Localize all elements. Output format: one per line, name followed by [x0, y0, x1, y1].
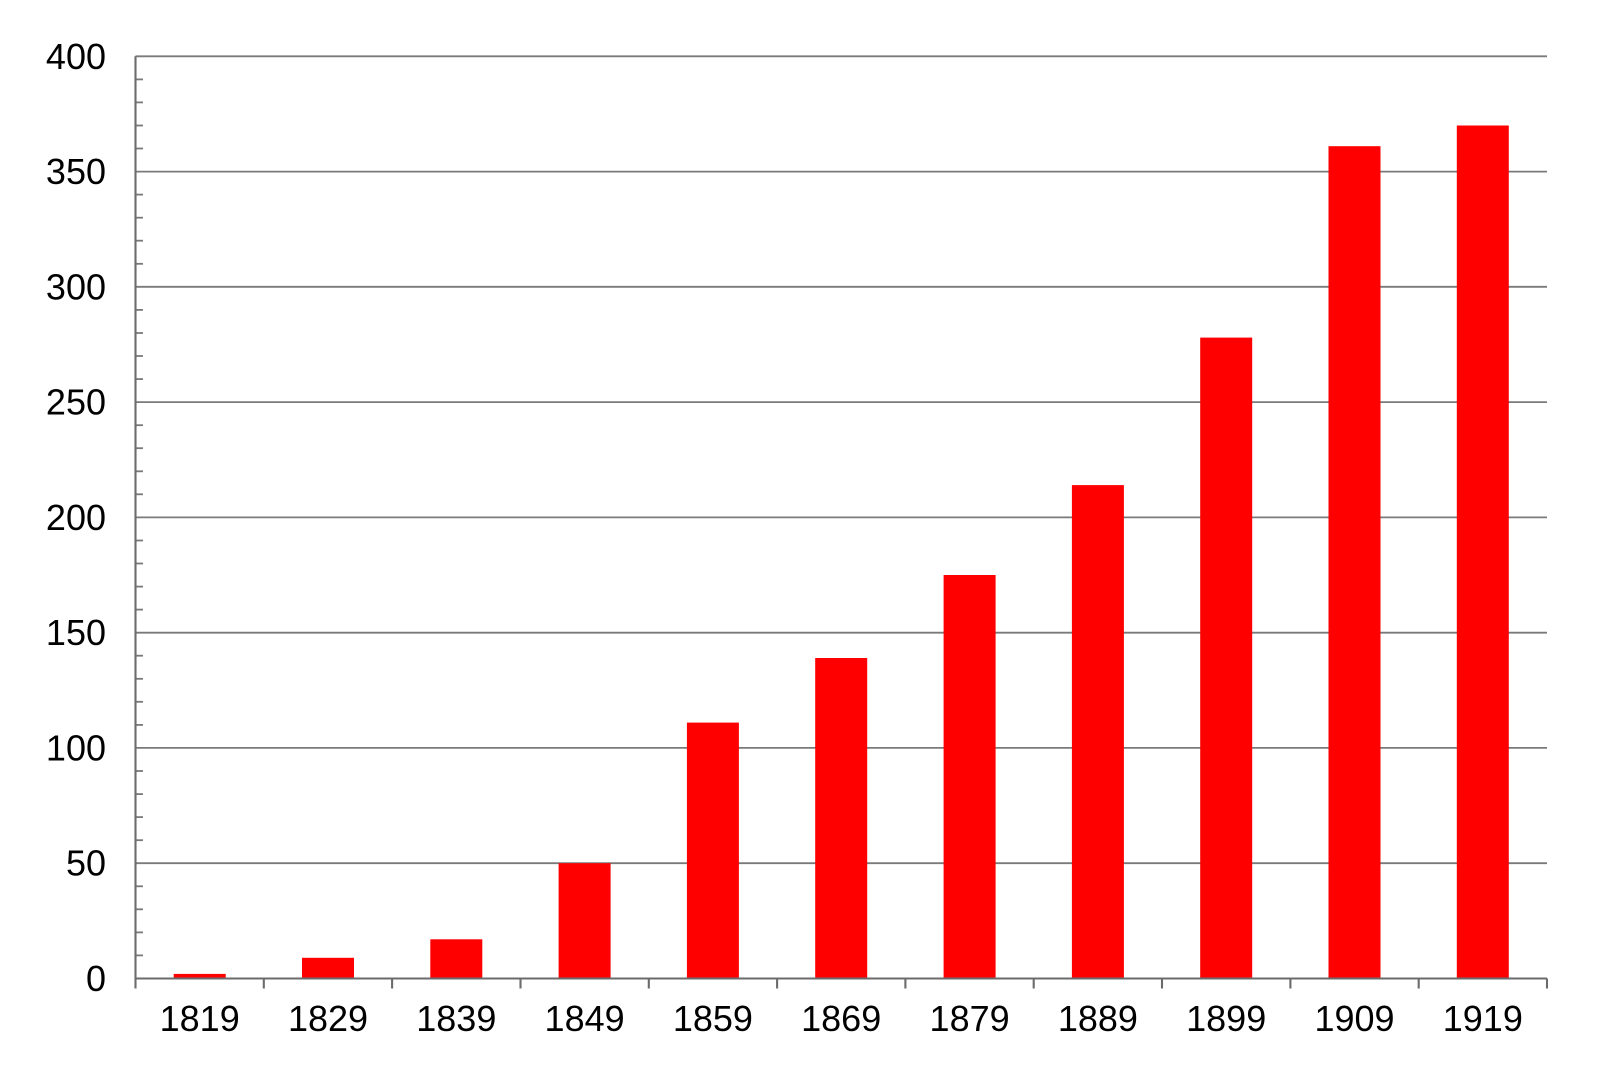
svg-text:1829: 1829	[288, 998, 368, 1039]
svg-text:1899: 1899	[1186, 998, 1266, 1039]
svg-text:1819: 1819	[160, 998, 240, 1039]
svg-text:400: 400	[46, 36, 106, 77]
svg-text:1879: 1879	[930, 998, 1010, 1039]
svg-text:1839: 1839	[416, 998, 496, 1039]
svg-text:0: 0	[86, 958, 106, 999]
svg-text:100: 100	[46, 727, 106, 768]
svg-text:1889: 1889	[1058, 998, 1138, 1039]
svg-text:350: 350	[46, 151, 106, 192]
svg-text:50: 50	[66, 843, 106, 884]
svg-text:1849: 1849	[545, 998, 625, 1039]
svg-text:300: 300	[46, 266, 106, 307]
svg-text:200: 200	[46, 497, 106, 538]
svg-text:250: 250	[46, 382, 106, 423]
svg-text:150: 150	[46, 612, 106, 653]
svg-text:1919: 1919	[1443, 998, 1523, 1039]
svg-text:1869: 1869	[801, 998, 881, 1039]
svg-text:1909: 1909	[1314, 998, 1394, 1039]
svg-text:1859: 1859	[673, 998, 753, 1039]
